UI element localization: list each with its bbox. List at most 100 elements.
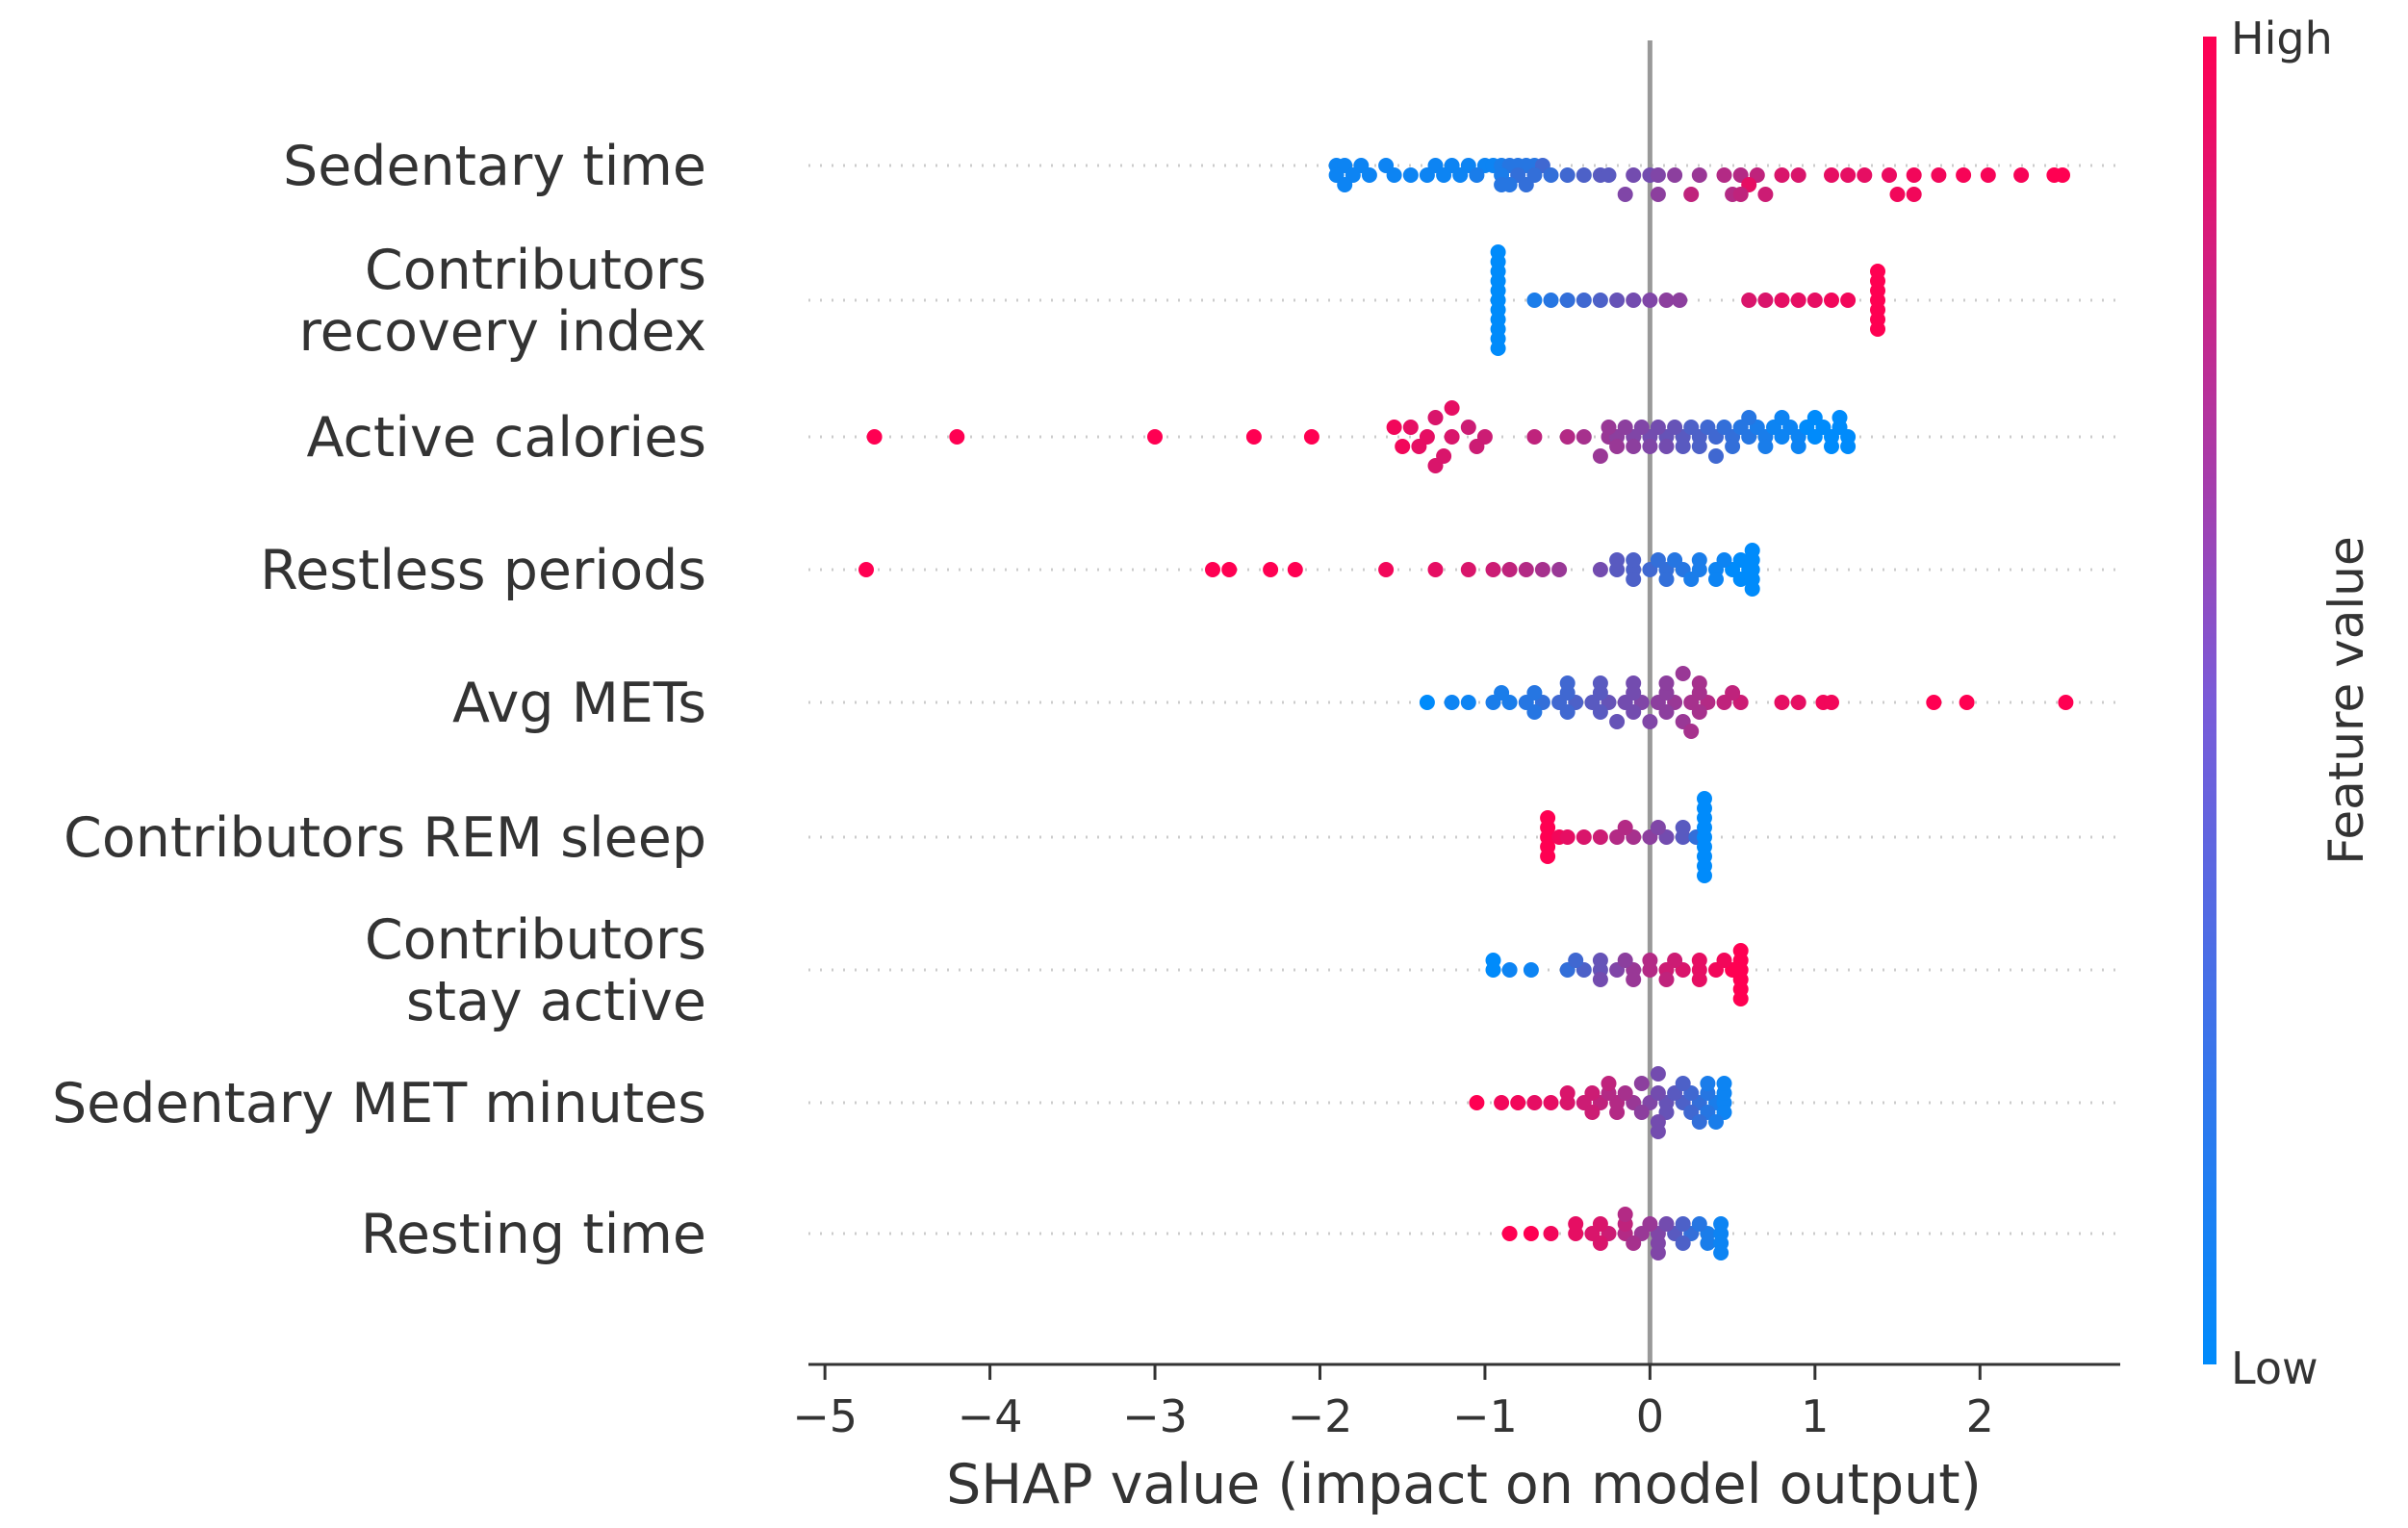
shap-point <box>1626 704 1642 720</box>
shap-point <box>1592 448 1608 464</box>
shap-point <box>1650 820 1666 835</box>
shap-point <box>1501 1226 1518 1241</box>
shap-point <box>1700 1076 1716 1091</box>
shap-point <box>1667 167 1683 183</box>
shap-point <box>1840 439 1857 454</box>
shap-point <box>1741 410 1757 425</box>
shap-point <box>1708 448 1724 464</box>
shap-point <box>1303 429 1319 445</box>
shap-point <box>1526 293 1543 308</box>
shap-point <box>1675 666 1691 681</box>
shap-point <box>1245 429 1262 445</box>
shap-point <box>1592 1216 1608 1232</box>
shap-point <box>1691 439 1707 454</box>
shap-point <box>1708 572 1724 587</box>
shap-point <box>1584 1085 1601 1101</box>
feature-label: Restless periods <box>260 539 706 602</box>
shap-point <box>2058 695 2074 710</box>
shap-point <box>1609 714 1626 729</box>
shap-point <box>2013 167 2030 183</box>
shap-point <box>1592 704 1608 720</box>
shap-point <box>1650 1085 1666 1101</box>
shap-point <box>1642 953 1658 968</box>
shap-point <box>1882 167 1897 183</box>
shap-point <box>1716 420 1732 435</box>
shap-point <box>1575 167 1592 183</box>
shap-point <box>1790 695 1806 710</box>
shap-point <box>1774 695 1790 710</box>
shap-point <box>1716 552 1732 568</box>
shap-point <box>1592 953 1608 968</box>
shap-point <box>1427 458 1444 473</box>
shap-point <box>1691 972 1707 987</box>
shap-point <box>2055 167 2070 183</box>
shap-point <box>1824 439 1839 454</box>
shap-point <box>1857 167 1873 183</box>
shap-point <box>1575 829 1592 845</box>
shap-point <box>1526 1095 1543 1110</box>
shap-point <box>1551 562 1568 577</box>
shap-point <box>1691 1114 1707 1130</box>
shap-point <box>1510 1095 1526 1110</box>
shap-point <box>1691 675 1707 691</box>
x-tick-label: 2 <box>1966 1390 1994 1442</box>
shap-point <box>1617 1207 1633 1222</box>
shap-point <box>1436 167 1452 183</box>
x-tick-label: −3 <box>1122 1390 1188 1442</box>
shap-point <box>1540 849 1556 864</box>
shap-point <box>1526 429 1543 445</box>
shap-point <box>1708 1114 1724 1130</box>
shap-point <box>1419 429 1435 445</box>
shap-point <box>1959 695 1975 710</box>
shap-point <box>1402 167 1419 183</box>
shap-point <box>1518 562 1534 577</box>
shap-point <box>1675 1235 1691 1251</box>
shap-point <box>1460 420 1476 435</box>
feature-label: Sedentary time <box>283 135 706 198</box>
shap-point <box>1584 1105 1601 1120</box>
shap-point <box>1870 321 1885 337</box>
shap-point <box>1744 543 1760 558</box>
shap-point <box>1386 167 1402 183</box>
shap-point <box>1650 1066 1666 1082</box>
shap-point <box>1626 293 1642 308</box>
shap-point <box>866 429 883 445</box>
shap-point <box>1626 972 1642 987</box>
shap-point <box>1626 439 1642 454</box>
shap-point <box>1658 1216 1675 1232</box>
x-axis: −5 −4 −3 −2 −1 0 1 2 <box>792 1362 2120 1442</box>
shap-point <box>1444 429 1460 445</box>
shap-point <box>1617 1085 1633 1101</box>
shap-point <box>1534 562 1550 577</box>
shap-point <box>1575 429 1592 445</box>
shap-point <box>1501 177 1518 192</box>
feature-label: Contributors <box>365 908 706 972</box>
feature-label: stay active <box>406 970 706 1033</box>
shap-point <box>1675 820 1691 835</box>
shap-point <box>1732 552 1749 568</box>
shap-point <box>1650 1245 1666 1261</box>
shap-point <box>1774 167 1790 183</box>
shap-point <box>1832 410 1848 425</box>
shap-point <box>1485 953 1501 968</box>
shap-point <box>1601 420 1617 435</box>
shap-point <box>1697 868 1712 883</box>
shap-point <box>1716 1076 1732 1091</box>
shap-point <box>1205 562 1220 577</box>
shap-point <box>1543 1226 1559 1241</box>
shap-point <box>1592 675 1608 691</box>
shap-point <box>1395 439 1411 454</box>
shap-point <box>1824 167 1839 183</box>
feature-label: Contributors <box>365 239 706 302</box>
x-tick-label: 1 <box>1801 1390 1829 1442</box>
shap-point <box>1650 552 1666 568</box>
shap-point <box>1427 562 1444 577</box>
shap-point <box>1592 972 1608 987</box>
x-tick-label: −1 <box>1452 1390 1518 1442</box>
shap-point <box>1378 562 1395 577</box>
shap-point <box>1757 439 1774 454</box>
shap-point <box>1543 293 1559 308</box>
shap-point <box>1559 675 1575 691</box>
shap-point <box>1642 1216 1658 1232</box>
